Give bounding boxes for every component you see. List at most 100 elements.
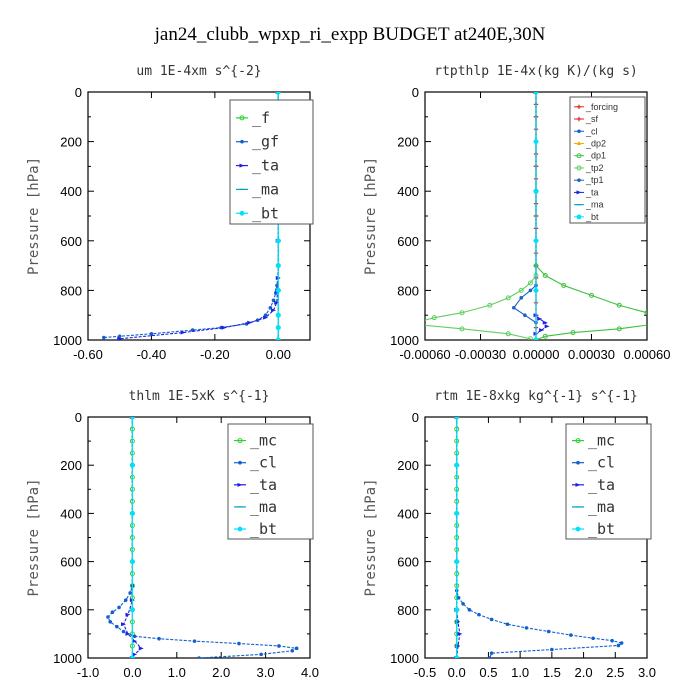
legend-label: _ma — [252, 180, 279, 198]
x-tick-label: 2.0 — [575, 665, 593, 680]
data-point — [130, 511, 135, 516]
legend-item: _cl — [574, 126, 598, 136]
y-tick-label: 400 — [397, 184, 419, 199]
data-point — [431, 315, 437, 321]
data-point — [290, 648, 295, 653]
data-point — [576, 140, 582, 145]
legend-label: _mc — [588, 432, 615, 450]
panel-title: rtm 1E-8xkg kg^{-1} s^{-1} — [434, 389, 638, 404]
legend-item: _ta — [234, 476, 277, 494]
data-point — [180, 330, 186, 335]
legend-label: _forcing — [585, 102, 618, 112]
x-tick-label: -0.00060 — [399, 347, 450, 362]
panel-title: thlm 1E-5xK s^{-1} — [129, 389, 270, 404]
data-point — [275, 325, 281, 330]
data-point — [240, 139, 244, 144]
data-point — [275, 337, 281, 340]
data-point — [259, 652, 263, 657]
data-point — [591, 636, 595, 641]
legend-item: _mc — [572, 432, 615, 450]
legend-label: _ma — [588, 498, 615, 516]
data-point — [454, 462, 460, 468]
data-point — [542, 320, 548, 325]
legend-label: _dp2 — [585, 138, 606, 148]
y-tick-label: 1000 — [53, 333, 82, 348]
legend-item: _f — [236, 109, 270, 127]
y-tick-label: 800 — [397, 603, 419, 618]
data-point — [533, 92, 539, 95]
series-line-ta — [122, 417, 143, 658]
data-point — [533, 139, 539, 145]
legend-item: _ma — [572, 498, 615, 516]
legend-label: _ta — [585, 187, 599, 197]
data-point — [255, 318, 260, 322]
legend-item: _tp2 — [574, 163, 604, 173]
x-tick-label: 2.5 — [606, 665, 624, 680]
series-line-ta — [456, 417, 461, 658]
data-point — [489, 617, 494, 622]
data-point — [123, 598, 128, 602]
data-point — [533, 188, 539, 194]
data-point — [115, 624, 119, 629]
legend-label: _dp1 — [585, 151, 606, 161]
legend-item: _forcing — [574, 102, 618, 112]
y-tick-label: 1000 — [53, 651, 82, 666]
data-point — [408, 322, 412, 326]
legend: _mc _cl _ta _ma _bt — [565, 423, 652, 540]
data-point — [263, 315, 269, 320]
legend-item: _bt — [572, 520, 615, 538]
legend-label: _gf — [252, 133, 279, 151]
y-tick-label: 400 — [60, 506, 82, 521]
data-point — [505, 295, 511, 301]
legend-item: _ma — [236, 180, 279, 198]
legend-label: _cl — [585, 126, 598, 136]
data-point — [528, 288, 533, 293]
legend-label: _bt — [588, 520, 615, 538]
chart-panel-4: rtm 1E-8xkg kg^{-1} s^{-1} Pressure [hPa]… — [363, 389, 656, 680]
data-point — [275, 238, 281, 244]
x-tick-label: 0.00030 — [568, 347, 615, 362]
data-point — [271, 308, 277, 313]
data-point — [489, 651, 494, 655]
data-point — [533, 238, 539, 244]
x-tick-label: 1.5 — [543, 665, 561, 680]
legend-item: _cl — [572, 454, 615, 472]
data-point — [275, 263, 281, 268]
legend-item: _bt — [234, 520, 277, 538]
legend-label: _bt — [250, 520, 277, 538]
data-point — [537, 316, 543, 321]
data-point — [125, 631, 131, 636]
data-point — [121, 629, 126, 634]
x-tick-label: 0.00000 — [513, 347, 560, 362]
legend-item: _ma — [234, 498, 277, 516]
legend: _forcing _sf _cl _dp2 _dp1 _tp2 _tp1 _ta _ma _bt — [569, 96, 646, 224]
x-tick-label: 1.0 — [511, 665, 529, 680]
data-point — [527, 336, 533, 340]
data-point — [263, 313, 268, 318]
series-line-tp2 — [425, 92, 537, 340]
y-tick-label: 0 — [412, 410, 419, 425]
x-tick-label: 3.0 — [257, 665, 275, 680]
x-tick-label: -0.20 — [200, 347, 230, 362]
data-point — [121, 622, 127, 627]
data-point — [132, 639, 138, 644]
data-point — [130, 559, 135, 564]
data-point — [616, 302, 622, 308]
data-point — [237, 641, 241, 646]
data-point — [576, 214, 582, 220]
data-point — [117, 336, 123, 340]
data-point — [505, 622, 510, 627]
data-point — [454, 655, 460, 658]
data-point — [570, 330, 576, 336]
x-tick-label: -0.60 — [73, 347, 103, 362]
data-point — [239, 163, 245, 168]
legend-item: _ma — [574, 200, 604, 210]
legend-label: _bt — [252, 204, 279, 222]
data-point — [550, 647, 554, 652]
y-tick-label: 800 — [60, 603, 82, 618]
data-point — [577, 129, 581, 134]
data-point — [238, 460, 242, 465]
data-point — [197, 656, 201, 658]
data-point — [546, 629, 551, 634]
data-point — [467, 608, 472, 612]
